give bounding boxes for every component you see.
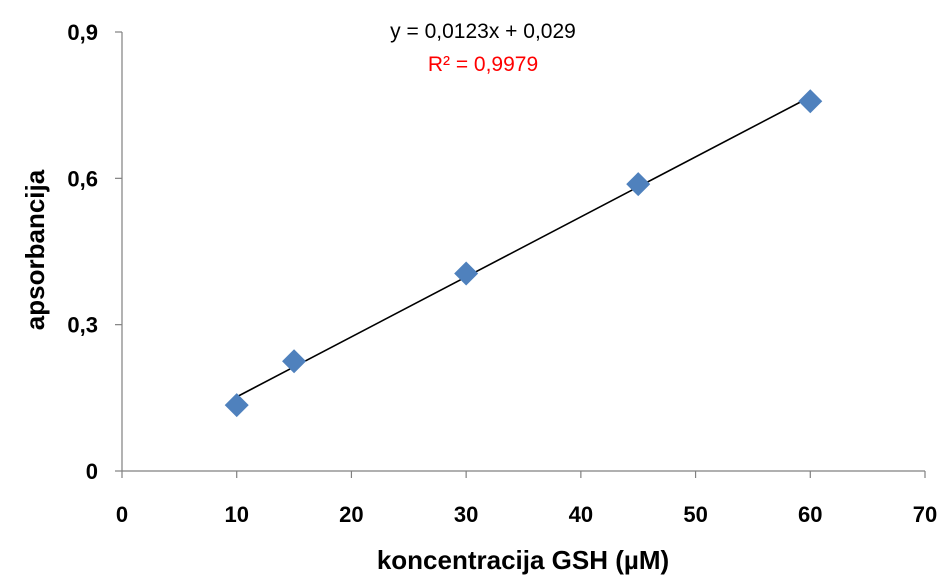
y-axis-title: apsorbancija <box>20 169 50 330</box>
x-tick-label: 70 <box>913 502 937 527</box>
x-tick-label: 40 <box>569 502 593 527</box>
y-tick-label: 0,3 <box>67 313 98 338</box>
x-tick-label: 30 <box>454 502 478 527</box>
x-tick-label: 60 <box>798 502 822 527</box>
axes <box>115 31 926 478</box>
x-tick-label: 10 <box>224 502 248 527</box>
trendline-equation: y = 0,0123x + 0,029 <box>390 20 576 43</box>
y-tick-label: 0 <box>86 459 98 484</box>
y-tick-label: 0,9 <box>67 20 98 45</box>
data-point <box>626 172 651 197</box>
y-tick-label: 0,6 <box>67 166 98 191</box>
trendline-group <box>236 96 811 398</box>
labels: 0 0,3 0,6 0,9 0 10 20 30 40 50 60 70 <box>67 20 937 527</box>
x-tick-label: 20 <box>339 502 363 527</box>
trendline-r-squared: R² = 0,9979 <box>428 53 538 76</box>
x-axis-title: koncentracija GSH (µM) <box>377 545 669 575</box>
x-tick-label: 50 <box>683 502 707 527</box>
data-points <box>224 89 823 418</box>
x-tick-label: 0 <box>116 502 128 527</box>
data-point <box>798 89 823 114</box>
data-point <box>454 261 479 286</box>
data-point <box>224 393 249 418</box>
trendline <box>236 96 811 398</box>
data-point <box>282 349 307 374</box>
